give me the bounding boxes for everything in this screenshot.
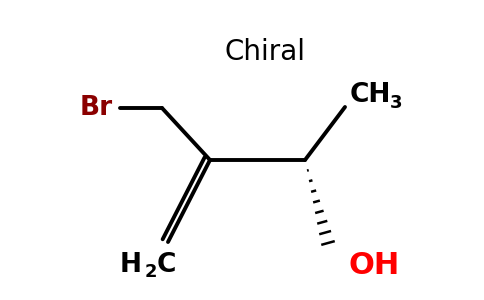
Text: CH: CH [350,82,392,108]
Text: C: C [157,252,176,278]
Text: Chiral: Chiral [225,38,305,66]
Text: Br: Br [80,95,113,121]
Text: 3: 3 [390,94,403,112]
Text: H: H [120,252,142,278]
Text: OH: OH [348,250,399,280]
Text: 2: 2 [145,263,157,281]
